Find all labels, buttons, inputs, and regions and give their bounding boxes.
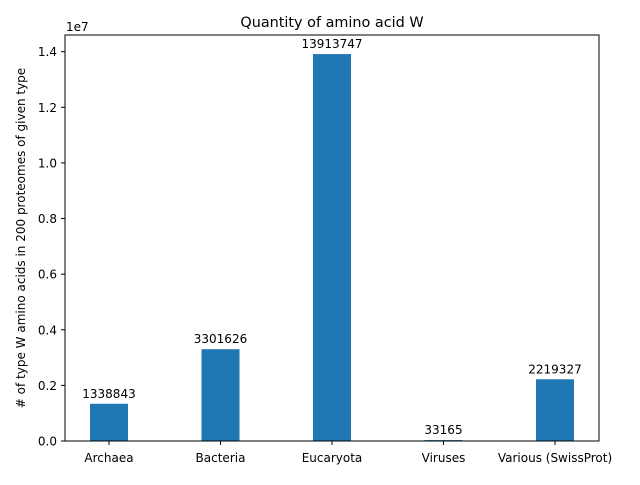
- x-axis-ticks: Archaea Bacteria Eucaryota Viruses Various (…: [84, 441, 612, 465]
- x-tick-label: Eucaryota: [302, 451, 363, 465]
- bars-group: [90, 54, 574, 442]
- bar-value-label: 3301626: [194, 332, 247, 346]
- y-axis-ticks: 0.0 0.2 0.4 0.6 0.8 1.0 1.2 1.4: [38, 45, 65, 449]
- bar-various-swissprot: [536, 379, 574, 441]
- plot-frame: [64, 34, 600, 442]
- x-tick-label: Bacteria: [196, 451, 246, 465]
- x-tick-label: Viruses: [422, 451, 466, 465]
- y-tick-label: 1.2: [38, 101, 57, 115]
- chart-title: Quantity of amino acid W: [240, 15, 423, 31]
- y-axis-label: # of type W amino acids in 200 proteomes…: [14, 68, 28, 408]
- data-labels-group: 1338843 3301626 13913747 33165 2219327: [82, 37, 581, 437]
- bar-value-label: 2219327: [528, 362, 581, 376]
- y-tick-label: 0.8: [38, 212, 57, 226]
- y-tick-label: 0.0: [38, 435, 57, 449]
- bar-bacteria: [201, 349, 240, 441]
- y-tick-label: 0.4: [38, 323, 57, 337]
- y-tick-label: 0.6: [38, 268, 57, 282]
- bar-value-label: 13913747: [301, 37, 362, 51]
- y-tick-label: 1.0: [38, 156, 57, 170]
- y-tick-label: 0.2: [38, 379, 57, 393]
- bar-value-label: 1338843: [82, 387, 135, 401]
- x-tick-label: Various (SwissProt): [498, 451, 612, 465]
- bar-eucaryota: [313, 54, 351, 442]
- bar-archaea: [90, 403, 128, 441]
- bar-value-label: 33165: [424, 423, 462, 437]
- y-axis-scale-label: 1e7: [66, 20, 89, 34]
- y-tick-label: 1.4: [38, 45, 57, 59]
- x-tick-label: Archaea: [84, 451, 133, 465]
